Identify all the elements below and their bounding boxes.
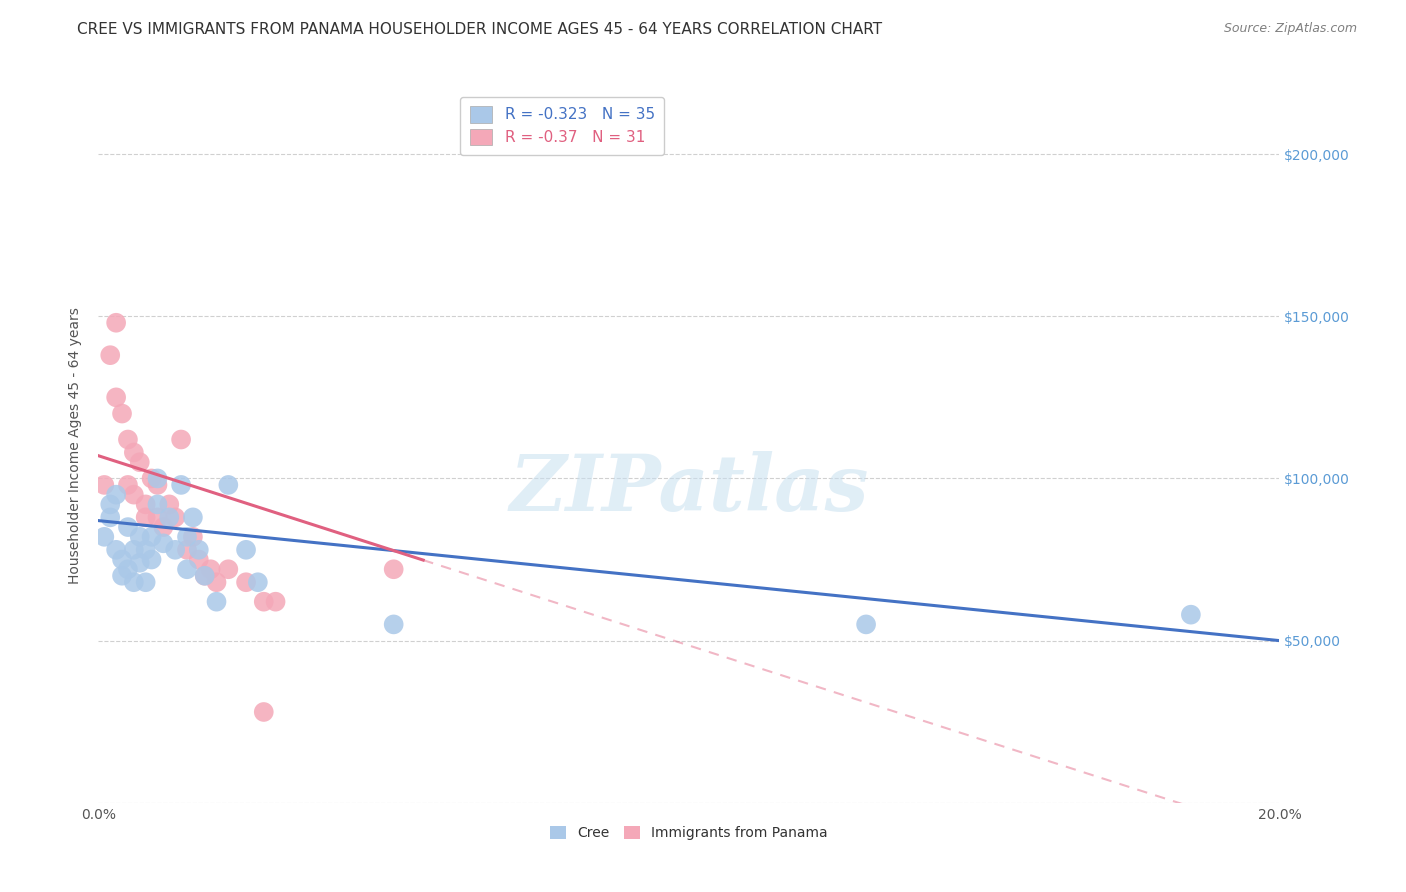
Point <box>170 433 193 447</box>
Point <box>176 530 198 544</box>
Point <box>135 542 157 557</box>
Point <box>200 562 222 576</box>
Point <box>122 488 145 502</box>
Point <box>152 520 174 534</box>
Point <box>246 575 269 590</box>
Point <box>217 562 239 576</box>
Point <box>105 316 128 330</box>
Point <box>264 595 287 609</box>
Point <box>855 617 877 632</box>
Point <box>146 478 169 492</box>
Point <box>205 595 228 609</box>
Y-axis label: Householder Income Ages 45 - 64 years: Householder Income Ages 45 - 64 years <box>69 308 83 584</box>
Point <box>194 568 217 582</box>
Point <box>128 530 150 544</box>
Point <box>117 433 139 447</box>
Point <box>105 542 128 557</box>
Point <box>146 497 169 511</box>
Point <box>111 568 134 582</box>
Point <box>181 530 204 544</box>
Point <box>205 575 228 590</box>
Point <box>111 407 134 421</box>
Point <box>128 556 150 570</box>
Point <box>146 471 169 485</box>
Point <box>152 536 174 550</box>
Point <box>235 542 257 557</box>
Point <box>141 530 163 544</box>
Point <box>122 542 145 557</box>
Text: CREE VS IMMIGRANTS FROM PANAMA HOUSEHOLDER INCOME AGES 45 - 64 YEARS CORRELATION: CREE VS IMMIGRANTS FROM PANAMA HOUSEHOLD… <box>77 22 883 37</box>
Text: Source: ZipAtlas.com: Source: ZipAtlas.com <box>1223 22 1357 36</box>
Point <box>98 497 121 511</box>
Point <box>382 562 405 576</box>
Point <box>105 488 128 502</box>
Point <box>141 552 163 566</box>
Point <box>187 552 209 566</box>
Point <box>181 510 204 524</box>
Point <box>122 445 145 459</box>
Point <box>157 510 180 524</box>
Point <box>253 705 276 719</box>
Point <box>165 542 187 557</box>
Point <box>135 575 157 590</box>
Point <box>170 478 193 492</box>
Point <box>98 348 121 362</box>
Point <box>98 510 121 524</box>
Text: ZIPatlas: ZIPatlas <box>509 450 869 527</box>
Legend: Cree, Immigrants from Panama: Cree, Immigrants from Panama <box>544 821 834 846</box>
Point <box>93 478 115 492</box>
Point <box>235 575 257 590</box>
Point <box>93 530 115 544</box>
Point <box>135 497 157 511</box>
Point <box>141 471 163 485</box>
Point <box>135 510 157 524</box>
Point <box>117 562 139 576</box>
Point <box>105 390 128 404</box>
Point <box>122 575 145 590</box>
Point <box>111 552 134 566</box>
Point <box>253 595 276 609</box>
Point <box>187 542 209 557</box>
Point <box>117 478 139 492</box>
Point <box>176 562 198 576</box>
Point <box>176 542 198 557</box>
Point <box>117 520 139 534</box>
Point <box>157 497 180 511</box>
Point <box>217 478 239 492</box>
Point <box>194 568 217 582</box>
Point <box>146 510 169 524</box>
Point <box>1180 607 1202 622</box>
Point <box>382 617 405 632</box>
Point <box>128 455 150 469</box>
Point <box>165 510 187 524</box>
